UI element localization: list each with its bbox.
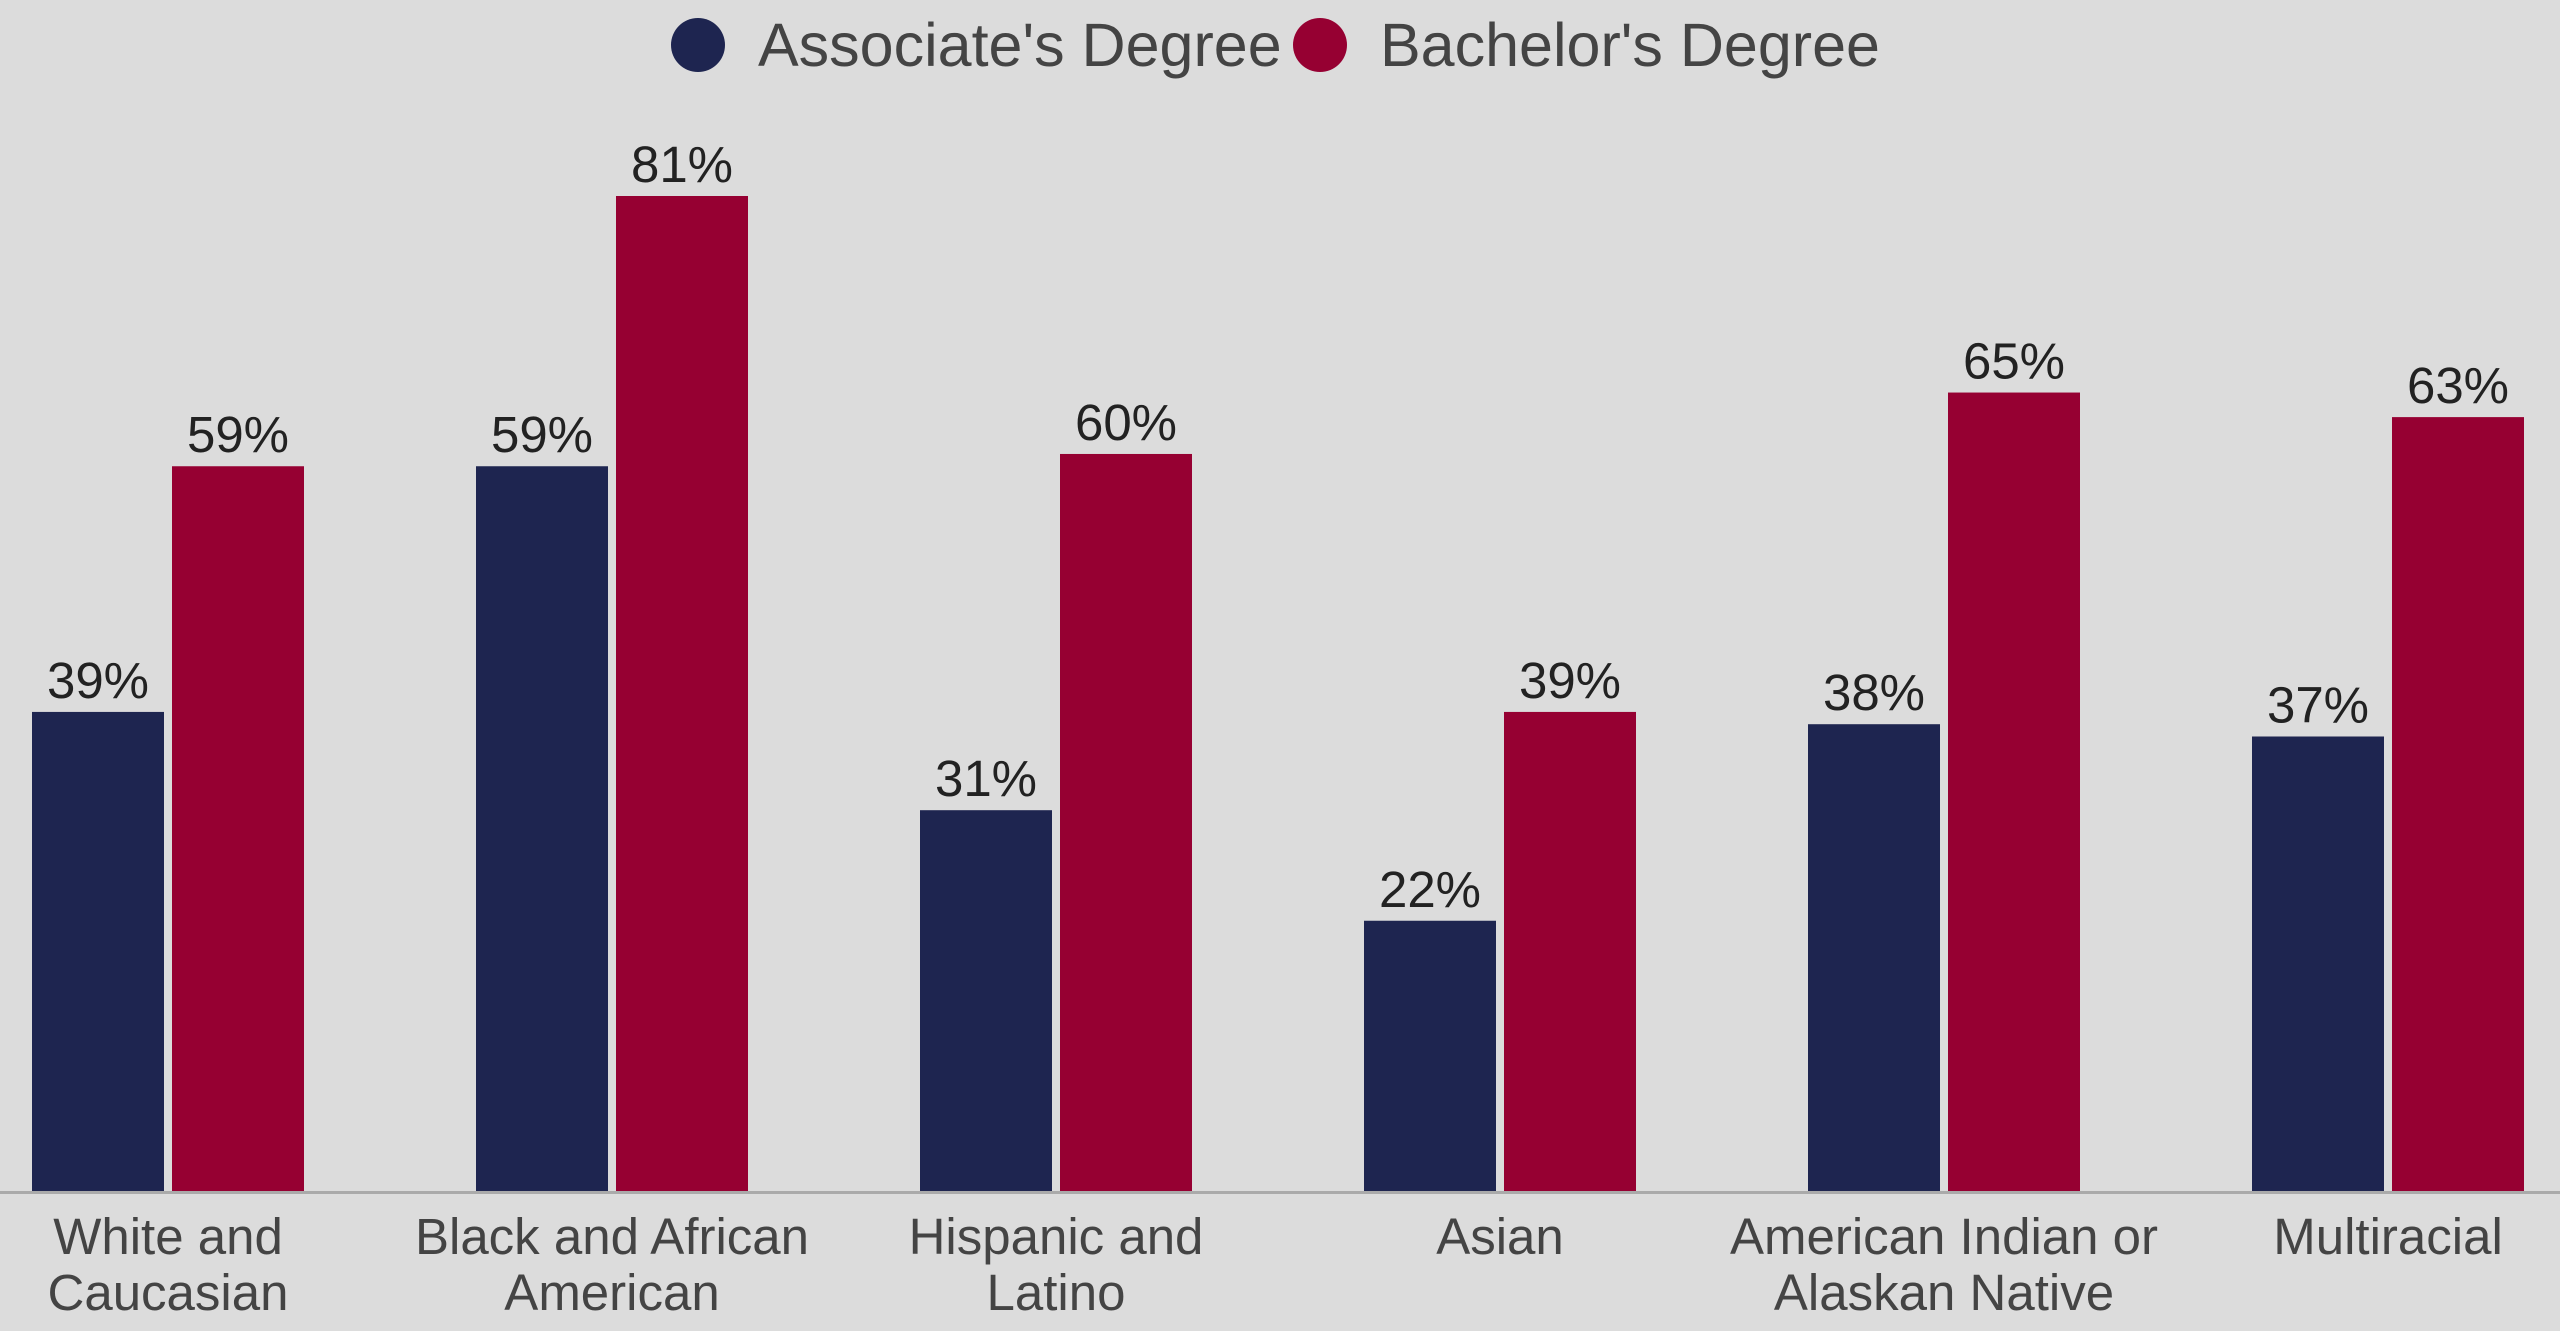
bar-0-3 bbox=[1364, 920, 1496, 1191]
category-label-3-line-0: Asian bbox=[1436, 1208, 1564, 1265]
bar-0-4 bbox=[1808, 724, 1940, 1191]
data-label-1-1: 81% bbox=[631, 136, 733, 193]
category-label-4-line-1: Alaskan Native bbox=[1774, 1264, 2114, 1321]
data-label-1-4: 65% bbox=[1963, 333, 2065, 390]
bar-1-1 bbox=[616, 196, 748, 1191]
legend-marker-1 bbox=[1293, 18, 1347, 72]
bar-1-4 bbox=[1948, 392, 2080, 1191]
bar-1-0 bbox=[172, 466, 304, 1191]
data-label-1-2: 60% bbox=[1075, 394, 1177, 451]
legend: Associate's Degree Bachelor's Degree bbox=[671, 11, 1880, 79]
category-label-2-line-1: Latino bbox=[987, 1264, 1126, 1321]
data-label-0-0: 39% bbox=[47, 652, 149, 709]
bars-group bbox=[32, 196, 2524, 1192]
data-label-0-3: 22% bbox=[1379, 861, 1481, 918]
bar-0-2 bbox=[920, 810, 1052, 1191]
data-label-0-4: 38% bbox=[1823, 664, 1925, 721]
bar-0-0 bbox=[32, 711, 164, 1191]
data-label-1-5: 63% bbox=[2407, 357, 2509, 414]
category-label-4-line-0: American Indian or bbox=[1730, 1208, 2158, 1265]
data-label-0-5: 37% bbox=[2267, 676, 2369, 733]
bar-1-3 bbox=[1504, 711, 1636, 1191]
bar-1-2 bbox=[1060, 453, 1192, 1191]
bar-1-5 bbox=[2392, 417, 2524, 1192]
data-label-0-1: 59% bbox=[491, 406, 593, 463]
category-label-5-line-0: Multiracial bbox=[2273, 1208, 2503, 1265]
legend-label-0: Associate's Degree bbox=[758, 11, 1282, 79]
category-label-1-line-0: Black and African bbox=[415, 1208, 809, 1265]
category-label-0-line-0: White and bbox=[53, 1208, 283, 1265]
data-label-0-2: 31% bbox=[935, 750, 1037, 807]
legend-label-1: Bachelor's Degree bbox=[1380, 11, 1880, 79]
bar-0-5 bbox=[2252, 736, 2384, 1191]
category-label-2-line-0: Hispanic and bbox=[909, 1208, 1204, 1265]
data-labels-group: 39% 59% 59% 81% 31% 60% 22% 39% 38% 65% 37% 63% bbox=[47, 136, 2509, 918]
data-label-1-3: 39% bbox=[1519, 652, 1621, 709]
legend-marker-0 bbox=[671, 18, 725, 72]
category-label-0-line-1: Caucasian bbox=[48, 1264, 289, 1321]
bar-0-1 bbox=[476, 466, 608, 1191]
data-label-1-0: 59% bbox=[187, 406, 289, 463]
category-label-1-line-1: American bbox=[504, 1264, 719, 1321]
